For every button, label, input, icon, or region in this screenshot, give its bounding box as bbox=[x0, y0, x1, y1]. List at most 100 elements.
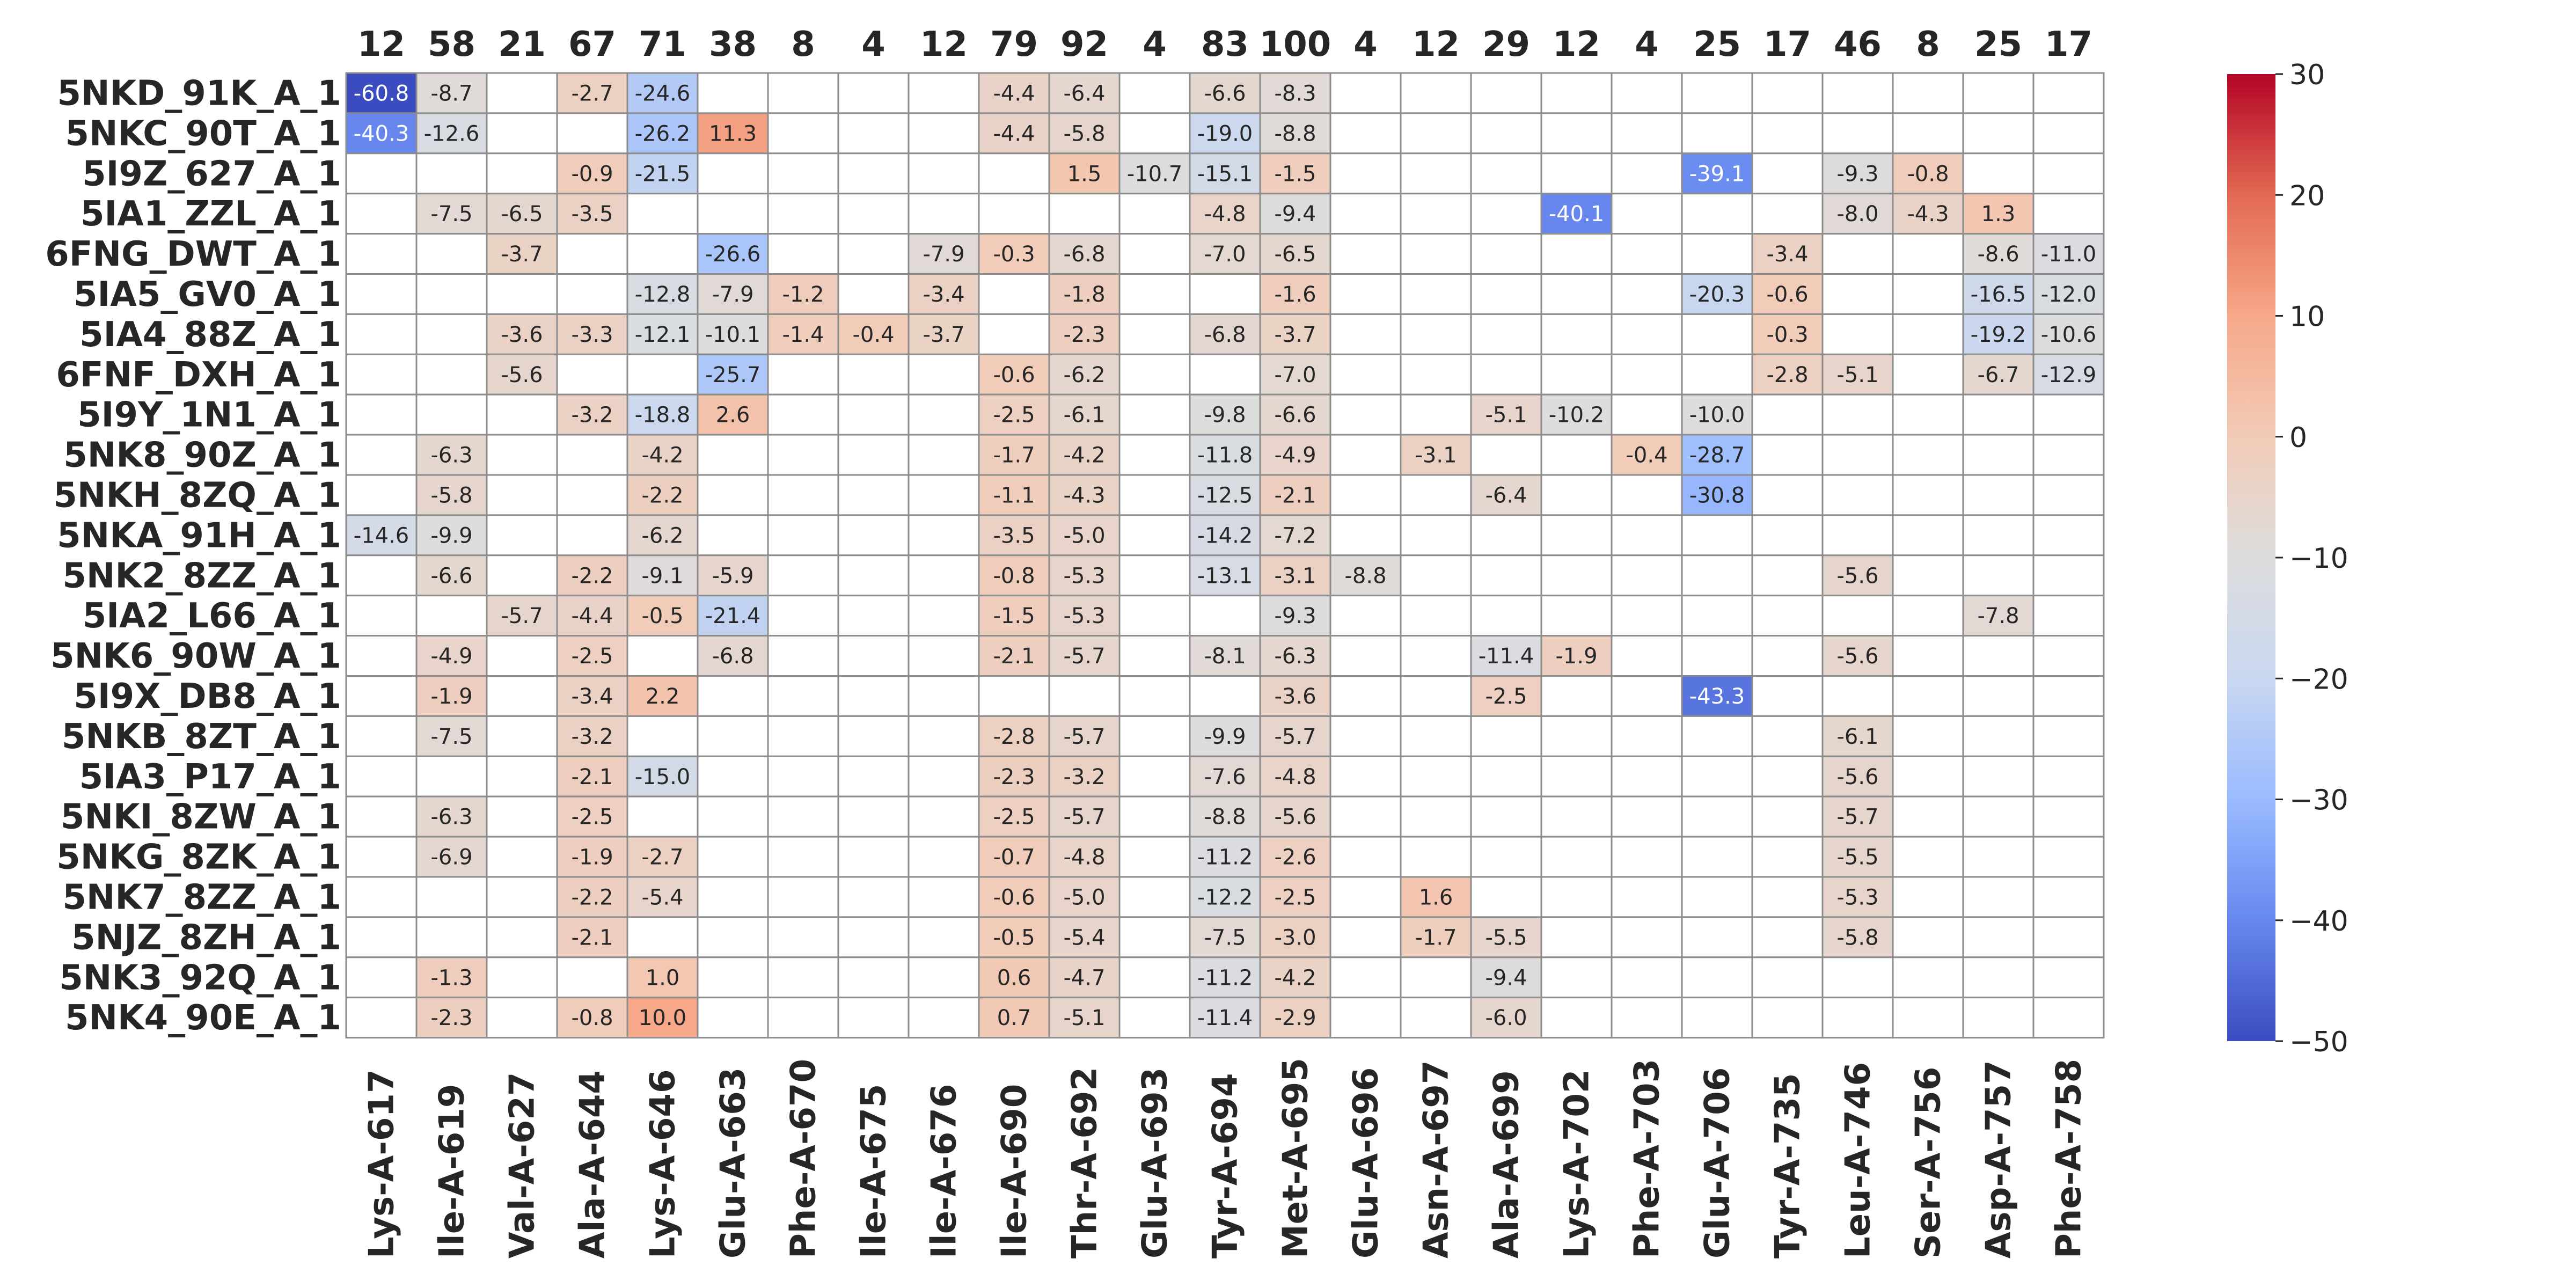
cell-value-label: -3.4 bbox=[923, 282, 964, 307]
heatmap-cell bbox=[1329, 393, 1402, 436]
heatmap-cell bbox=[1470, 795, 1542, 838]
heatmap-cell bbox=[1400, 715, 1472, 757]
cell-value-label: -4.8 bbox=[1204, 202, 1246, 226]
heatmap-cell bbox=[415, 916, 488, 958]
row-labels: 5NKD_91K_A_15NKC_90T_A_15I9Z_627_A_15IA1… bbox=[45, 74, 341, 1038]
heatmap-cell bbox=[1400, 313, 1472, 355]
heatmap-cell bbox=[1540, 233, 1613, 275]
heatmap-cell bbox=[1118, 956, 1191, 999]
column-count-label: 21 bbox=[498, 25, 546, 64]
heatmap-cell bbox=[1611, 755, 1683, 797]
heatmap-cell bbox=[626, 675, 699, 717]
cell-value-label: -8.8 bbox=[1344, 564, 1386, 588]
heatmap-cell bbox=[1189, 916, 1261, 958]
heatmap-cell bbox=[2032, 434, 2105, 476]
row-label: 5IA3_P17_A_1 bbox=[79, 757, 341, 797]
heatmap-cell bbox=[1681, 595, 1753, 637]
heatmap-cell bbox=[767, 72, 839, 114]
heatmap-cell bbox=[1400, 554, 1472, 597]
heatmap-cell bbox=[1470, 554, 1542, 597]
heatmap-cell bbox=[1540, 795, 1613, 838]
column-count-label: 46 bbox=[1834, 25, 1882, 64]
heatmap-cell bbox=[2032, 72, 2105, 114]
cell-value-label: -4.9 bbox=[430, 644, 472, 669]
heatmap-cell bbox=[1118, 393, 1191, 436]
heatmap-cell bbox=[1681, 715, 1753, 757]
heatmap-cell bbox=[1329, 112, 1402, 155]
heatmap-cell bbox=[486, 675, 558, 717]
cell-value-label: -6.6 bbox=[1204, 81, 1246, 106]
cell-value-label: -6.3 bbox=[430, 805, 472, 830]
heatmap-cell bbox=[1892, 152, 1964, 195]
heatmap-cell bbox=[1329, 595, 1402, 637]
heatmap-cell bbox=[1611, 795, 1683, 838]
heatmap-cell bbox=[697, 836, 769, 878]
heatmap-cell bbox=[978, 916, 1050, 958]
heatmap-cell bbox=[1470, 393, 1542, 436]
heatmap-cell bbox=[556, 474, 628, 516]
heatmap-cell bbox=[1540, 152, 1613, 195]
heatmap-cell bbox=[1400, 393, 1472, 436]
row-label: 5NKI_8ZW_A_1 bbox=[61, 797, 341, 837]
heatmap-cell bbox=[1189, 675, 1261, 717]
row-label: 5NK4_90E_A_1 bbox=[65, 998, 341, 1038]
heatmap-cell bbox=[2032, 554, 2105, 597]
heatmap-cell bbox=[1681, 836, 1753, 878]
cell-value-label: -6.8 bbox=[712, 644, 753, 669]
heatmap-cell bbox=[1540, 72, 1613, 114]
cell-value-labels: -60.8 -8.7 -2.7 -24.6 -4.4 -6.4 -6.6 -8.3-40.3-… bbox=[354, 81, 2097, 1030]
heatmap-cell bbox=[1400, 193, 1472, 235]
heatmap-cell bbox=[1751, 795, 1824, 838]
cell-value-label: 10.0 bbox=[639, 1006, 686, 1030]
heatmap-cell bbox=[1329, 956, 1402, 999]
cell-value-label: -3.5 bbox=[993, 523, 1035, 548]
cell-value-label: -4.7 bbox=[1063, 965, 1105, 990]
cell-value-label: -8.0 bbox=[1836, 202, 1878, 226]
row-label: 5NKB_8ZT_A_1 bbox=[62, 717, 341, 757]
heatmap-cell bbox=[2032, 956, 2105, 999]
heatmap-cell bbox=[697, 514, 769, 557]
heatmap-cell bbox=[626, 916, 699, 958]
heatmap-cell bbox=[1751, 715, 1824, 757]
heatmap-cell bbox=[486, 474, 558, 516]
cell-value-label: -5.7 bbox=[1063, 644, 1105, 669]
heatmap-cell bbox=[978, 635, 1050, 677]
heatmap-cell bbox=[1118, 72, 1191, 114]
heatmap-cell bbox=[1329, 795, 1402, 838]
column-label: Glu-A-663 bbox=[714, 1067, 753, 1258]
heatmap-cell bbox=[1611, 675, 1683, 717]
heatmap-cell bbox=[486, 353, 558, 396]
cell-value-label: -4.4 bbox=[993, 81, 1035, 106]
cell-value-label: -3.4 bbox=[571, 684, 613, 709]
heatmap-cell bbox=[1329, 997, 1402, 1039]
heatmap-cell bbox=[415, 273, 488, 315]
heatmap-cell bbox=[1540, 595, 1613, 637]
row-label: 5NK2_8ZZ_A_1 bbox=[62, 556, 341, 596]
heatmap-cell bbox=[1118, 916, 1191, 958]
column-count-label: 71 bbox=[639, 25, 686, 64]
heatmap-cell bbox=[1118, 795, 1191, 838]
heatmap-cell bbox=[767, 956, 839, 999]
heatmap-cell bbox=[1821, 152, 1894, 195]
cell-value-label: -1.8 bbox=[1063, 282, 1105, 307]
heatmap-cell bbox=[1892, 313, 1964, 355]
heatmap-cell bbox=[1259, 152, 1331, 195]
heatmap-cell bbox=[1892, 635, 1964, 677]
heatmap-cell bbox=[556, 273, 628, 315]
heatmap-cell bbox=[1962, 675, 2035, 717]
heatmap-cell bbox=[1470, 755, 1542, 797]
cell-value-label: -15.0 bbox=[635, 765, 691, 789]
heatmap-cell bbox=[2032, 152, 2105, 195]
heatmap-cell bbox=[1540, 474, 1613, 516]
cell-value-label: -16.5 bbox=[1971, 282, 2026, 307]
heatmap-cell bbox=[2032, 313, 2105, 355]
heatmap-cell bbox=[345, 273, 418, 315]
heatmap-cell bbox=[415, 313, 488, 355]
column-count-label: 8 bbox=[1916, 25, 1940, 64]
heatmap-cell bbox=[1329, 313, 1402, 355]
heatmap-cell bbox=[556, 956, 628, 999]
heatmap-cell bbox=[626, 233, 699, 275]
cell-value-label: -6.1 bbox=[1063, 403, 1105, 428]
cell-value-label: -9.1 bbox=[641, 564, 683, 588]
heatmap-cell bbox=[1048, 434, 1121, 476]
